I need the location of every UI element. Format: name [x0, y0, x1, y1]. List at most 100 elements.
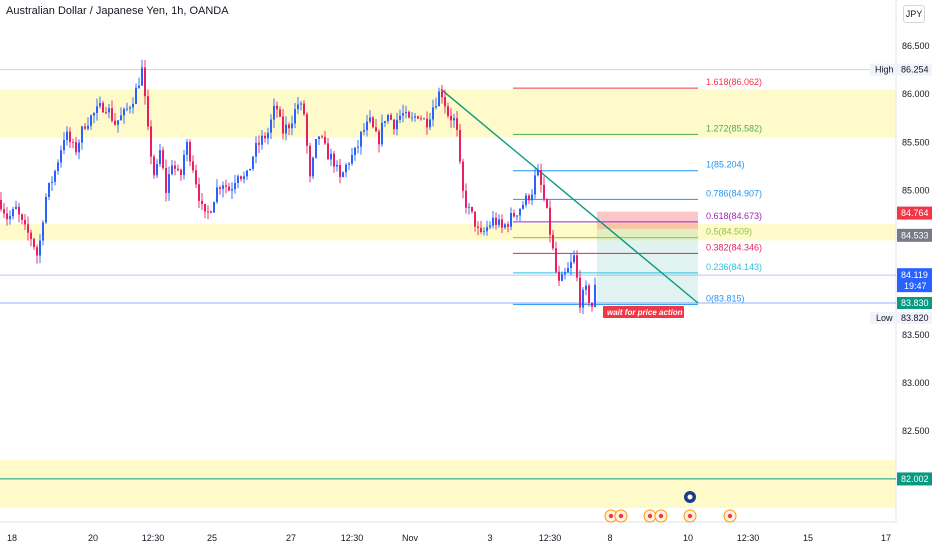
candle-body	[396, 119, 398, 130]
candle-body	[210, 211, 212, 213]
candle-body	[129, 107, 131, 109]
candle-body	[78, 142, 80, 153]
fib-level-label-2: 1(85.204)	[706, 160, 745, 170]
candle-body	[255, 142, 257, 157]
candle-body	[138, 85, 140, 88]
candle-body	[120, 115, 122, 121]
candle-body	[135, 87, 137, 105]
high-value: 86.254	[901, 65, 929, 75]
candle-body	[483, 231, 485, 233]
candle-body	[552, 234, 554, 249]
candle-body	[147, 96, 149, 127]
time-tick-label: 12:30	[341, 533, 364, 543]
candle-body	[114, 120, 116, 125]
candle-body	[501, 219, 503, 228]
low-value-tag	[897, 311, 932, 324]
candle-body	[423, 118, 425, 120]
high-tag	[897, 63, 932, 76]
price-tick-label: 85.500	[902, 137, 930, 147]
low-label: Low	[876, 313, 893, 323]
candle-body	[216, 187, 218, 203]
economic-event-dot	[687, 513, 693, 519]
candle-body	[108, 108, 110, 113]
bid-tag	[897, 296, 932, 309]
candle-body	[225, 185, 227, 187]
candle-body	[333, 153, 335, 167]
symbol-title: Australian Dollar / Japanese Yen, 1h, OA…	[6, 5, 229, 17]
candle-body	[189, 141, 191, 162]
annotation-text: wait for price action ! ;)	[607, 308, 695, 317]
candle-body	[435, 106, 437, 108]
candle-body	[174, 165, 176, 169]
candle-body	[258, 142, 260, 145]
candle-body	[303, 103, 305, 115]
candle-body	[150, 126, 152, 157]
candle-body	[384, 121, 386, 123]
candle-body	[351, 154, 353, 164]
bid-value: 83.830	[901, 298, 929, 308]
fib-level-label-4: 0.618(84.673)	[706, 211, 762, 221]
candle-body	[243, 176, 245, 180]
candle-body	[312, 157, 314, 177]
candle-body	[204, 204, 206, 212]
candle-body	[381, 122, 383, 145]
last-price-value: 84.119	[901, 270, 928, 280]
candle-body	[12, 208, 14, 217]
candle-body	[405, 111, 407, 114]
candle-body	[183, 154, 185, 176]
candle-body	[195, 170, 197, 185]
candle-body	[342, 172, 344, 178]
candle-body	[168, 174, 170, 193]
candle-body	[96, 106, 98, 114]
candle-body	[543, 184, 545, 199]
candle-body	[495, 217, 497, 225]
candle-body	[354, 147, 356, 155]
candle-body	[51, 181, 53, 183]
candle-body	[378, 131, 380, 145]
time-tick-label: 15	[803, 533, 813, 543]
candle-body	[219, 187, 221, 189]
candle-body	[6, 213, 8, 220]
candle-body	[42, 222, 44, 241]
time-tick-label: 20	[88, 533, 98, 543]
candle-body	[486, 227, 488, 232]
candle-body	[429, 119, 431, 128]
candle-body	[519, 208, 521, 216]
candle-body	[585, 285, 587, 290]
candle-body	[477, 226, 479, 228]
candle-body	[300, 103, 302, 105]
candle-body	[15, 206, 17, 209]
candle-body	[9, 216, 11, 220]
candle-body	[468, 206, 470, 208]
candle-body	[141, 67, 143, 86]
candle-body	[579, 277, 581, 308]
candle-body	[426, 118, 428, 128]
candle-body	[234, 183, 236, 190]
candle-body	[510, 212, 512, 227]
candle-body	[285, 124, 287, 134]
low-value: 83.820	[901, 313, 929, 323]
candle-body	[441, 91, 443, 98]
ask-tag	[897, 206, 932, 220]
candle-body	[264, 135, 266, 139]
candle-body	[144, 67, 146, 97]
currency-button[interactable]: JPY	[903, 5, 925, 23]
candle-body	[171, 165, 173, 175]
candle-body	[132, 104, 134, 108]
candle-body	[270, 119, 272, 133]
candle-body	[357, 146, 359, 148]
time-tick-label: 3	[487, 533, 492, 543]
candle-body	[24, 219, 26, 225]
candle-body	[102, 103, 104, 113]
candle-body	[93, 113, 95, 116]
candle-body	[576, 255, 578, 278]
candle-body	[591, 302, 593, 307]
candle-body	[489, 225, 491, 228]
candle-body	[276, 105, 278, 110]
candle-body	[0, 200, 2, 210]
candle-body	[321, 136, 323, 138]
candle-body	[474, 211, 476, 227]
candle-body	[528, 195, 530, 201]
